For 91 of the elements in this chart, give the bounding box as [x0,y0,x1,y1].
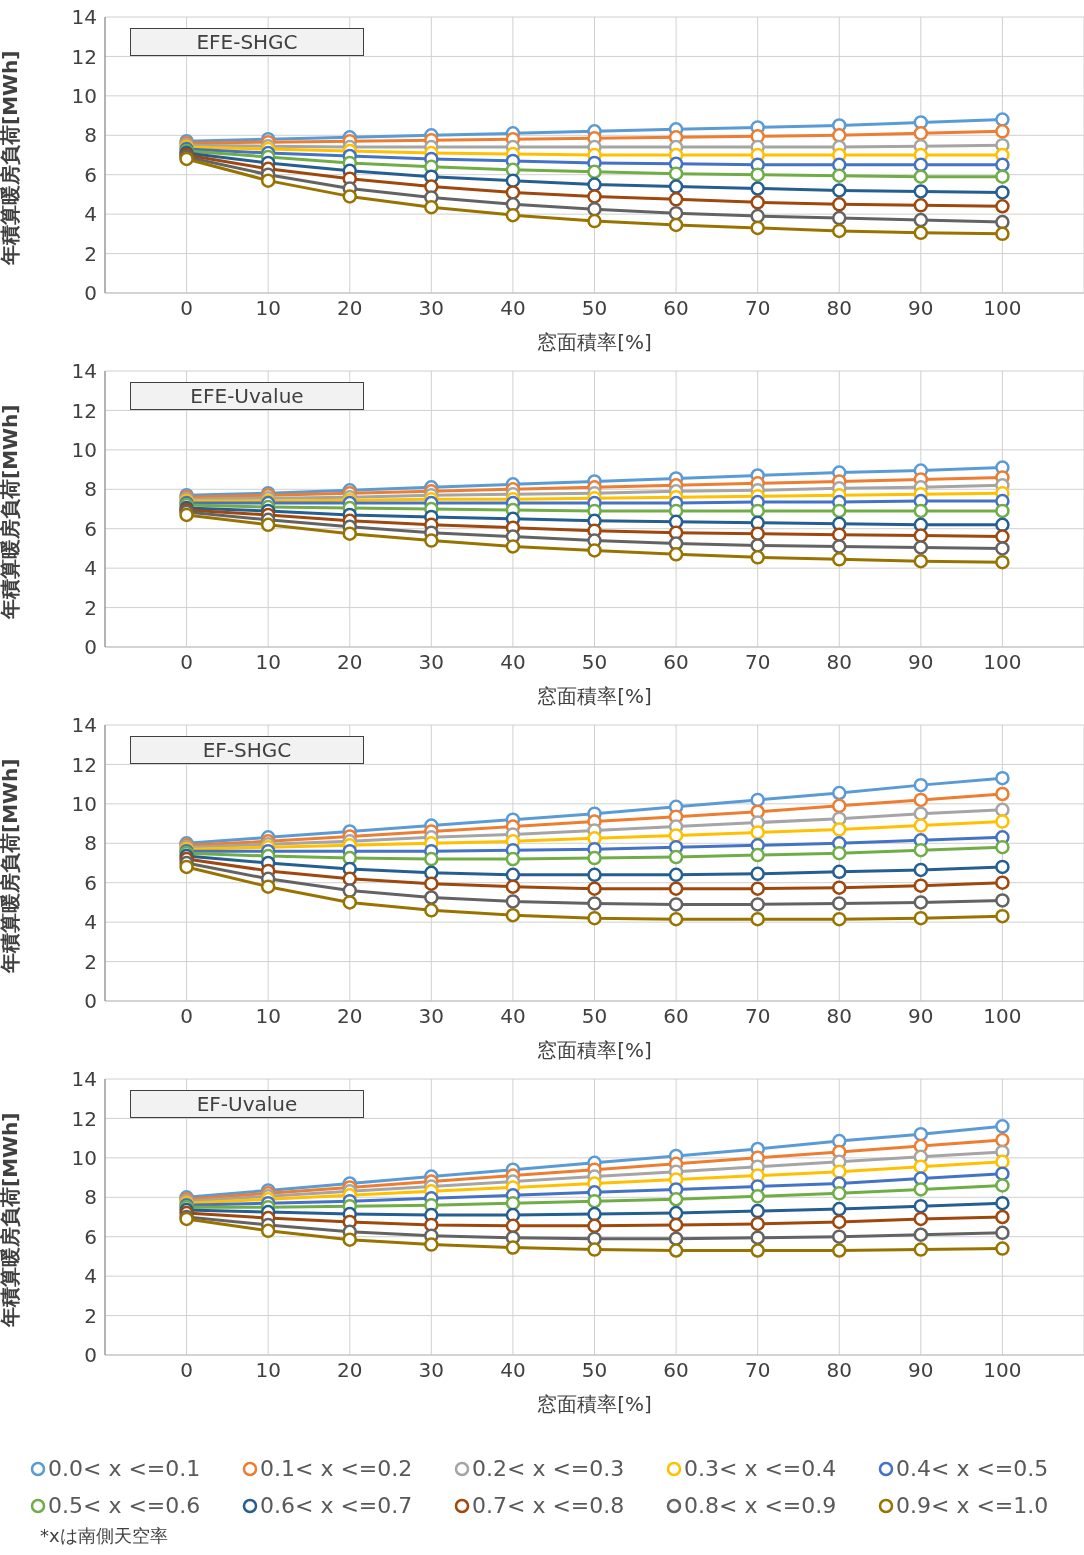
x-tick-label: 90 [908,1004,934,1029]
y-axis-title: 年積算暖房負荷[MWh] [0,50,23,266]
x-tick-label: 60 [663,1004,689,1029]
y-tick-label: 10 [71,1145,97,1170]
y-tick-label: 8 [84,1185,97,1210]
x-tick-label: 70 [744,650,771,675]
y-axis-title: 年積算暖房負荷[MWh] [0,404,23,620]
legend-label: 0.6< x <=0.7 [260,1493,413,1518]
y-tick-label: 12 [71,398,97,423]
x-tick-label: 70 [744,296,771,321]
y-tick-label: 12 [71,752,97,777]
y-tick-label: 4 [84,1264,97,1289]
x-tick-label: 30 [418,296,445,321]
x-tick-label: 100 [983,650,1022,675]
legend-label: 0.7< x <=0.8 [472,1493,625,1518]
y-tick-label: 2 [84,595,97,620]
x-tick-label: 30 [418,650,445,675]
x-axis-title: 窓面積率[%] [537,1038,652,1062]
x-tick-label: 10 [255,650,281,675]
y-axis-title: 年積算暖房負荷[MWh] [0,1112,23,1328]
y-tick-label: 10 [71,437,97,462]
x-tick-label: 80 [826,296,852,321]
x-tick-label: 90 [908,296,934,321]
y-tick-label: 12 [71,1106,97,1131]
x-tick-label: 10 [255,1358,281,1383]
x-axis-title: 窓面積率[%] [537,684,652,708]
y-tick-label: 4 [84,910,97,935]
x-tick-label: 40 [500,296,526,321]
x-tick-label: 0 [180,296,193,321]
y-tick-label: 4 [84,556,97,581]
y-tick-label: 6 [84,1224,97,1249]
x-tick-label: 10 [255,1004,281,1029]
legend-label: 0.1< x <=0.2 [260,1456,413,1481]
x-axis-title: 窓面積率[%] [537,330,652,354]
legend-label: 0.3< x <=0.4 [684,1456,837,1481]
x-tick-label: 0 [180,1004,193,1029]
x-tick-label: 30 [418,1004,445,1029]
text: *xは南側天空率 [40,1524,169,1548]
x-tick-label: 60 [663,650,689,675]
x-tick-label: 60 [663,1358,689,1383]
x-tick-label: 100 [983,1004,1022,1029]
legend-label: 0.0< x <=0.1 [48,1456,201,1481]
x-tick-label: 100 [983,296,1022,321]
legend-label: 0.4< x <=0.5 [896,1456,1049,1481]
x-tick-label: 70 [744,1004,771,1029]
x-tick-label: 80 [826,1004,852,1029]
x-tick-label: 20 [337,1004,363,1029]
x-tick-label: 0 [180,1358,193,1383]
x-tick-label: 80 [826,650,852,675]
x-tick-label: 80 [826,1358,852,1383]
x-tick-label: 50 [581,1004,608,1029]
y-tick-label: 6 [84,870,97,895]
y-tick-label: 4 [84,202,97,227]
x-tick-label: 20 [337,1358,363,1383]
y-tick-label: 14 [71,713,97,738]
y-tick-label: 2 [84,1303,97,1328]
x-tick-label: 60 [663,296,689,321]
x-tick-label: 10 [255,296,281,321]
x-tick-label: 0 [180,650,193,675]
y-tick-label: 2 [84,241,97,266]
legend-label: 0.2< x <=0.3 [472,1456,625,1481]
y-tick-label: 6 [84,516,97,541]
y-tick-label: 8 [84,831,97,856]
y-axis-title: 年積算暖房負荷[MWh] [0,758,23,974]
x-tick-label: 20 [337,296,363,321]
x-tick-label: 20 [337,650,363,675]
y-tick-label: 2 [84,949,97,974]
y-tick-label: 10 [71,83,97,108]
y-tick-label: 14 [71,5,97,30]
legend-label: 0.5< x <=0.6 [48,1493,201,1518]
y-tick-label: 14 [71,1067,97,1092]
y-tick-label: 6 [84,162,97,187]
y-tick-label: 8 [84,477,97,502]
x-axis-title: 窓面積率[%] [537,1392,652,1416]
y-tick-label: 10 [71,791,97,816]
x-tick-label: 90 [908,650,934,675]
x-tick-label: 40 [500,1004,526,1029]
legend-label: 0.8< x <=0.9 [684,1493,837,1518]
x-tick-label: 90 [908,1358,934,1383]
x-tick-label: 50 [581,1358,608,1383]
x-tick-label: 50 [581,296,608,321]
y-tick-label: 8 [84,123,97,148]
y-tick-label: 12 [71,44,97,69]
x-tick-label: 40 [500,650,526,675]
x-tick-label: 70 [744,1358,771,1383]
x-tick-label: 40 [500,1358,526,1383]
legend-label: 0.9< x <=1.0 [896,1493,1049,1518]
x-tick-label: 30 [418,1358,445,1383]
x-tick-label: 50 [581,650,608,675]
y-tick-label: 14 [71,359,97,384]
x-tick-label: 100 [983,1358,1022,1383]
